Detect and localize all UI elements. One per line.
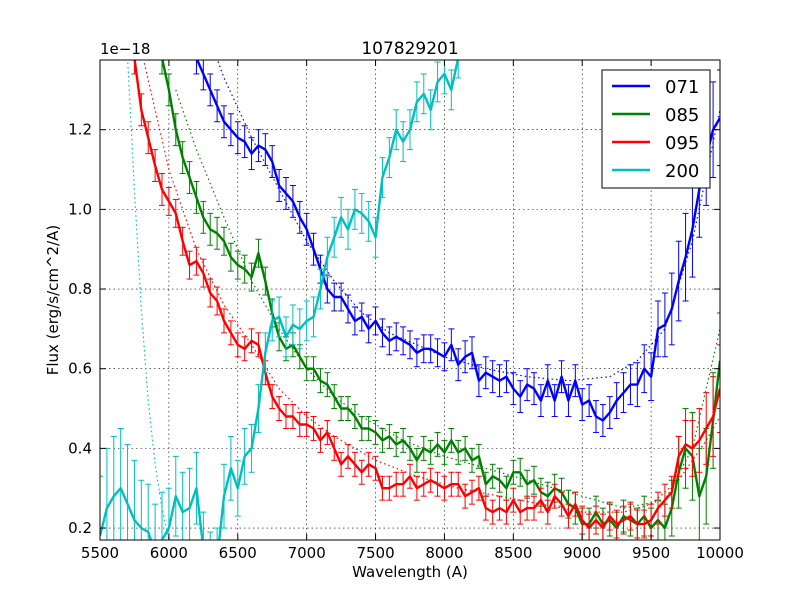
series-071: [193, 60, 720, 437]
x-tick-label: 6000: [150, 544, 188, 562]
y-multiplier-label: 1e−18: [100, 40, 150, 58]
y-tick-label: 1.2: [68, 121, 92, 139]
legend-label-085: 085: [665, 105, 699, 126]
y-tick-label: 1.0: [68, 200, 92, 218]
data-series: [100, 60, 720, 540]
series-200: [100, 60, 462, 540]
x-tick-label: 7000: [288, 544, 326, 562]
legend: 071 085 095 200: [601, 69, 711, 189]
y-tick-label: 0.6: [68, 360, 92, 378]
axes-frame: [99, 59, 721, 541]
model-curve-085: [175, 89, 720, 509]
series-095: [131, 60, 720, 540]
grid: [100, 60, 720, 540]
legend-box: [601, 69, 711, 189]
x-tick-label: 9000: [563, 544, 601, 562]
x-tick-label: 8000: [425, 544, 463, 562]
x-tick-label: 5500: [81, 544, 119, 562]
model-curve-200: [127, 60, 170, 540]
chart-title: 107829201: [361, 39, 458, 59]
x-tick-label: 6500: [219, 544, 257, 562]
ticks: 5500 6000 6500 7000 7500 8000 8500 9000 9500 1000…: [68, 60, 744, 562]
x-tick-label: 10000: [696, 544, 744, 562]
x-tick-label: 8500: [494, 544, 532, 562]
legend-label-071: 071: [665, 77, 699, 98]
series-line-095: [133, 60, 720, 530]
legend-label-200: 200: [665, 161, 699, 182]
y-tick-label: 0.8: [68, 280, 92, 298]
y-tick-label: 0.4: [68, 439, 92, 457]
y-tick-label: 0.2: [68, 519, 92, 537]
y-axis-label: Flux (erg/s/cm^2/A): [44, 225, 62, 376]
legend-label-095: 095: [665, 133, 699, 154]
x-tick-label: 9500: [632, 544, 670, 562]
series-line-071: [195, 60, 720, 422]
x-tick-label: 7500: [356, 544, 394, 562]
x-axis-label: Wavelength (A): [352, 563, 468, 581]
series-line-200: [100, 60, 459, 540]
